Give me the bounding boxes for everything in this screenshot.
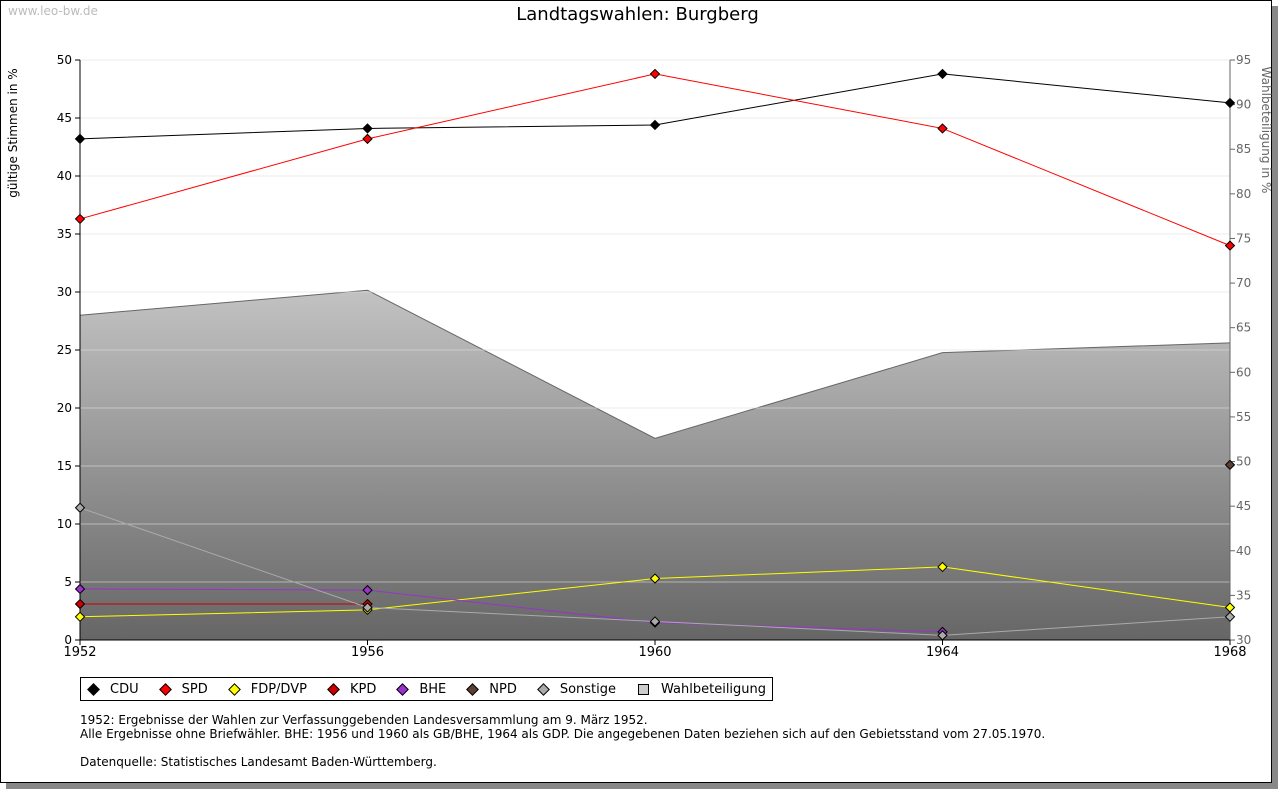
legend-item-fdp-dvp: FDP/DVP: [227, 681, 307, 697]
sonstige-point: [74, 502, 86, 513]
legend-item-bhe: BHE: [396, 681, 447, 697]
cdu-point: [74, 133, 86, 145]
spd-point: [937, 123, 948, 134]
legend-item-spd: SPD: [158, 681, 208, 697]
footnote-line: Alle Ergebnisse ohne Briefwähler. BHE: 1…: [80, 727, 1046, 741]
x-tick-label: 1968: [1213, 645, 1246, 660]
footnote-line: Datenquelle: Statistisches Landesamt Bad…: [80, 755, 437, 769]
legend-label: FDP/DVP: [250, 681, 307, 697]
legend-item-npd: NPD: [466, 681, 517, 697]
legend-label: Sonstige: [559, 681, 617, 697]
bhe-point: [362, 584, 373, 596]
legend: CDU SPD FDP/DVP KPD BHE NPD Sonstige Wahlbeteil…: [80, 677, 774, 701]
y2-tick-label: 85: [1236, 142, 1251, 156]
kpd-point: [74, 598, 86, 610]
y-tick-label: 25: [57, 343, 72, 357]
footnote-line: 1952: Ergebnisse der Wahlen zur Verfassu…: [80, 713, 648, 727]
spd-point: [74, 213, 86, 225]
spd-point: [362, 133, 373, 145]
chart-plot: 0 5 10 15 20 25 30 35 40 45 50 30 35 40 45 50 55 60 65 70 75…: [6, 53, 1273, 660]
y-tick-label: 40: [57, 169, 72, 183]
npd-point: [1224, 459, 1236, 471]
y2-tick-label: 75: [1236, 231, 1251, 245]
y-tick-label: 0: [64, 633, 72, 647]
legend-marker-icon: [466, 682, 480, 696]
cdu-point: [937, 68, 948, 80]
legend-marker-icon: [158, 682, 172, 696]
y-tick-label: 50: [57, 53, 72, 67]
legend-marker-icon: [327, 682, 340, 696]
y-tick-label: 5: [64, 575, 72, 589]
wahlbeteiligung-area: [80, 290, 1230, 640]
y2-tick-label: 70: [1236, 276, 1251, 290]
y2-tick-label: 30: [1236, 633, 1251, 647]
legend-item-wahlbeteiligung: Wahlbeteiligung: [638, 682, 766, 697]
footnote-line: [80, 741, 1045, 755]
wahlbeteiligung-line: [79, 289, 1231, 439]
sonstige-point: [937, 630, 948, 641]
cdu-point: [362, 123, 373, 134]
y2-tick-label: 55: [1236, 410, 1251, 424]
legend-label: CDU: [110, 681, 139, 697]
legend-marker-icon: [87, 682, 100, 696]
y2-tick-label: 40: [1236, 544, 1251, 558]
x-tick-label: 1964: [926, 645, 959, 660]
legend-item-sonstige: Sonstige: [536, 681, 617, 697]
cdu-point: [649, 119, 661, 131]
y-tick-label: 10: [57, 517, 72, 531]
legend-label: KPD: [349, 681, 377, 697]
legend-label: NPD: [489, 681, 517, 697]
bhe-line: [79, 588, 943, 633]
legend-item-kpd: KPD: [327, 681, 377, 697]
chart-title: Landtagswahlen: Burgberg: [516, 4, 759, 25]
sonstige-point: [649, 616, 661, 627]
cdu-point: [1224, 97, 1236, 109]
sonstige-point: [1224, 611, 1236, 623]
y-tick-label: 15: [57, 459, 72, 473]
y2-tick-label: 35: [1236, 588, 1251, 602]
legend-item-cdu: CDU: [87, 681, 139, 697]
sonstige-point: [362, 602, 373, 613]
fdp-dvp-point: [74, 611, 86, 623]
watermark: www.leo-bw.de: [8, 4, 98, 18]
x-tick-label: 1960: [638, 645, 671, 660]
x-tick-label: 1952: [63, 645, 96, 660]
spd-point: [1224, 240, 1236, 251]
fdp-dvp-point: [937, 561, 948, 573]
y2-tick-label: 95: [1236, 53, 1251, 67]
legend-marker-icon: [227, 682, 241, 696]
y2-tick-label: 60: [1236, 365, 1251, 379]
y-axis-label: gültige Stimmen in %: [6, 68, 20, 197]
legend-marker-icon: [638, 683, 650, 695]
legend-label: Wahlbeteiligung: [661, 681, 767, 697]
spd-point: [649, 68, 661, 80]
y2-tick-label: 80: [1236, 187, 1251, 201]
y-tick-label: 30: [57, 285, 72, 299]
footnotes: 1952: Ergebnisse der Wahlen zur Verfassu…: [80, 713, 1045, 769]
spd-line: [79, 73, 1231, 247]
x-tick-label: 1956: [351, 645, 384, 660]
y2-axis-label: Wahlbeteiligung in %: [1259, 67, 1273, 194]
y-tick-label: 45: [57, 111, 72, 125]
legend-marker-icon: [396, 682, 410, 696]
y-tick-label: 20: [57, 401, 72, 415]
y2-tick-label: 90: [1236, 98, 1251, 112]
y-tick-label: 35: [57, 227, 72, 241]
y2-tick-label: 65: [1236, 321, 1251, 335]
legend-label: BHE: [419, 681, 447, 697]
y2-tick-label: 45: [1236, 499, 1251, 513]
legend-marker-icon: [536, 682, 550, 696]
y2-tick-label: 50: [1236, 455, 1251, 469]
legend-label: SPD: [181, 681, 208, 697]
fdp-dvp-point: [649, 573, 661, 584]
bhe-point: [74, 583, 86, 595]
